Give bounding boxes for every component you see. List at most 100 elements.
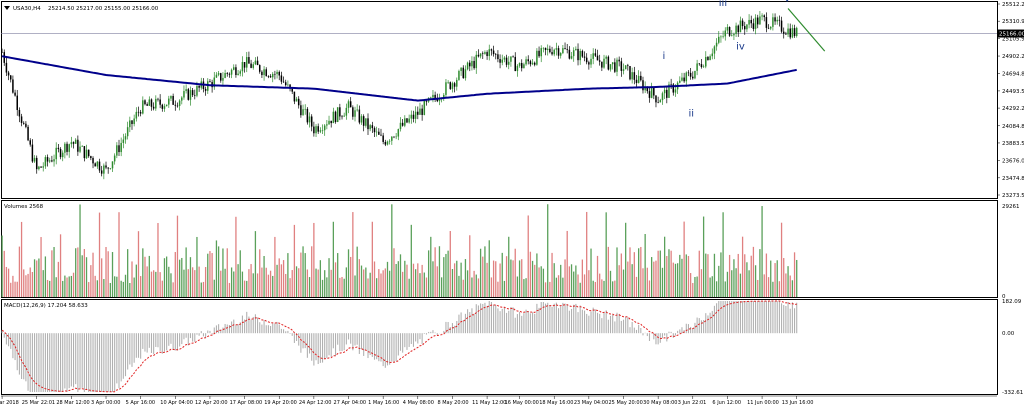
candle-body bbox=[328, 120, 330, 125]
candle-body bbox=[300, 105, 302, 116]
candle-body bbox=[250, 63, 252, 68]
candle-body bbox=[674, 89, 677, 93]
candle-body bbox=[326, 124, 328, 126]
ohlc-values: 25214.50 25217.00 25155.00 25166.00 bbox=[48, 6, 159, 12]
candle-body bbox=[142, 100, 144, 114]
candle-body bbox=[456, 79, 458, 87]
candle-body bbox=[469, 62, 471, 67]
candle-body bbox=[375, 131, 378, 133]
candle-body bbox=[752, 23, 755, 29]
candle-body bbox=[759, 16, 761, 25]
candle-body bbox=[510, 56, 512, 62]
candle-body bbox=[635, 79, 638, 83]
candle-body bbox=[137, 111, 140, 113]
candle-body bbox=[672, 84, 675, 93]
candle-body bbox=[16, 95, 18, 110]
candle-body bbox=[640, 75, 642, 81]
candle-body bbox=[124, 136, 127, 140]
candle-body bbox=[778, 19, 781, 21]
candle-body bbox=[70, 142, 73, 145]
candle-body bbox=[746, 24, 748, 30]
candle-body bbox=[774, 17, 776, 22]
candle-body bbox=[460, 67, 462, 71]
candle-body bbox=[709, 56, 711, 60]
candle-body bbox=[248, 57, 250, 64]
candle-body bbox=[243, 62, 246, 68]
candle-body bbox=[425, 100, 428, 102]
candle-body bbox=[280, 75, 283, 82]
candle-body bbox=[464, 69, 467, 79]
candle-body bbox=[670, 84, 672, 85]
price-tick-label: 23676.00 bbox=[1002, 159, 1024, 165]
candle-body bbox=[245, 57, 248, 68]
candle-body bbox=[189, 90, 192, 100]
candle-body bbox=[291, 88, 293, 92]
candle-body bbox=[588, 62, 590, 65]
price-panel bbox=[1, 1, 998, 199]
price-tick-label: 24902.20 bbox=[1002, 54, 1024, 60]
candle-body bbox=[79, 146, 81, 152]
candle-body bbox=[479, 53, 482, 57]
candle-body bbox=[653, 87, 655, 96]
candle-body bbox=[616, 59, 618, 72]
candle-body bbox=[332, 111, 335, 124]
candle-body bbox=[215, 74, 218, 78]
candle-body bbox=[516, 65, 519, 72]
candle-body bbox=[718, 36, 720, 43]
candle-body bbox=[761, 15, 763, 17]
macd-title: MACD(12,26,9) 17.204 58.633 bbox=[4, 303, 88, 309]
candle-body bbox=[611, 62, 614, 65]
candle-body bbox=[293, 91, 296, 102]
x-tick-label: 1 May 16:00 bbox=[368, 400, 399, 406]
wave-label-ii: ii bbox=[688, 109, 694, 120]
candle-body bbox=[596, 55, 599, 61]
candle-body bbox=[679, 80, 681, 83]
price-tick-label: 23883.50 bbox=[1002, 141, 1024, 147]
candle-body bbox=[178, 100, 181, 106]
candle-body bbox=[92, 158, 94, 164]
candle-body bbox=[694, 70, 696, 79]
candle-body bbox=[644, 86, 646, 91]
candle-body bbox=[107, 167, 109, 169]
candle-body bbox=[94, 163, 96, 167]
candle-body bbox=[776, 19, 778, 22]
candle-body bbox=[77, 139, 79, 152]
candle-body bbox=[523, 64, 525, 69]
x-tick-label: 12 Apr 20:00 bbox=[195, 400, 228, 406]
x-tick-label: 25 May 20:00 bbox=[609, 400, 643, 406]
candle-body bbox=[274, 73, 276, 75]
candle-body bbox=[289, 84, 291, 89]
wave-label-i: i bbox=[662, 51, 665, 62]
candle-body bbox=[224, 73, 226, 78]
candle-body bbox=[614, 62, 616, 72]
candle-body bbox=[360, 116, 363, 123]
candle-body bbox=[48, 160, 51, 162]
candle-body bbox=[343, 115, 345, 117]
candle-body bbox=[282, 81, 285, 83]
candle-body bbox=[655, 95, 657, 103]
candle-body bbox=[488, 49, 491, 57]
candle-body bbox=[689, 72, 692, 77]
candle-body bbox=[194, 95, 196, 96]
candle-body bbox=[66, 143, 68, 152]
candle-body bbox=[549, 48, 551, 53]
candle-body bbox=[772, 17, 774, 27]
candle-body bbox=[581, 50, 584, 57]
candle-body bbox=[347, 101, 350, 108]
candle-body bbox=[769, 26, 772, 29]
candle-body bbox=[254, 60, 257, 65]
candle-body bbox=[603, 58, 605, 68]
candle-body bbox=[181, 97, 183, 101]
price-tick-label: 24493.50 bbox=[1002, 89, 1024, 95]
candle-body bbox=[570, 56, 573, 59]
candle-body bbox=[767, 27, 770, 29]
candle-body bbox=[98, 161, 101, 171]
candle-body bbox=[451, 83, 454, 89]
candle-body bbox=[633, 72, 636, 80]
candle-body bbox=[135, 111, 138, 119]
candle-body bbox=[601, 61, 603, 68]
candle-body bbox=[120, 142, 122, 153]
candle-body bbox=[220, 73, 222, 81]
x-tick-label: 17 Apr 08:00 bbox=[230, 400, 263, 406]
